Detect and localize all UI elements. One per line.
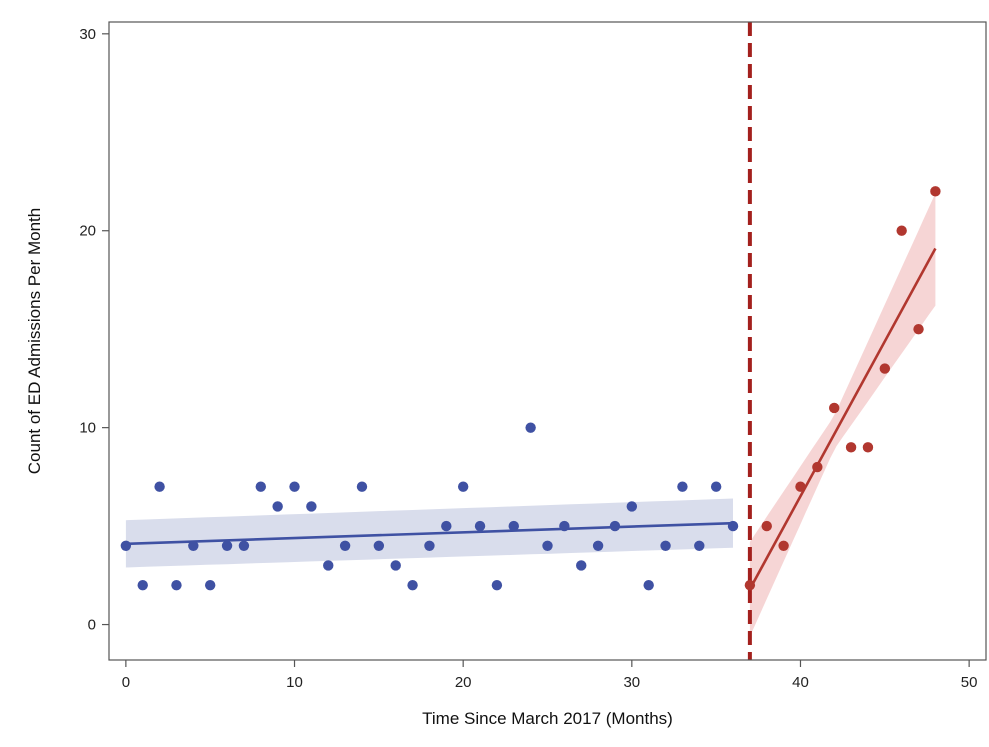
data-point <box>930 186 941 197</box>
data-point <box>474 520 486 532</box>
data-point <box>829 402 840 414</box>
x-axis-title: Time Since March 2017 (Months) <box>422 709 673 728</box>
data-point <box>525 422 536 433</box>
data-point <box>306 501 317 512</box>
data-point <box>221 540 233 551</box>
data-point <box>879 363 891 374</box>
data-point <box>845 442 857 453</box>
data-point <box>356 481 368 492</box>
fit-lines <box>125 247 937 590</box>
data-point <box>424 540 435 551</box>
data-point <box>896 225 907 236</box>
data-point <box>204 579 216 591</box>
data-point <box>677 481 688 492</box>
fit-line-1 <box>748 247 937 590</box>
data-point <box>913 323 924 335</box>
confidence-band-1 <box>749 193 936 637</box>
data-point <box>694 540 705 551</box>
y-tick-label: 10 <box>79 420 96 437</box>
data-point <box>542 540 553 551</box>
data-point <box>609 520 621 532</box>
data-point <box>272 501 283 512</box>
data-point <box>727 520 739 532</box>
data-point <box>576 560 587 571</box>
x-tick-label: 30 <box>623 674 640 691</box>
data-point <box>407 579 418 591</box>
x-tick-label: 50 <box>961 674 978 691</box>
data-point <box>508 520 519 532</box>
data-point <box>238 540 250 551</box>
data-point <box>323 560 334 571</box>
data-point <box>643 579 654 591</box>
x-tick-label: 20 <box>455 674 472 691</box>
data-point <box>744 579 756 591</box>
data-point <box>390 560 401 571</box>
data-point <box>339 540 351 551</box>
y-tick-label: 0 <box>88 617 96 634</box>
data-point <box>626 501 638 512</box>
data-point <box>491 579 503 591</box>
data-point <box>457 481 469 492</box>
data-point <box>137 579 148 591</box>
data-point <box>812 461 823 473</box>
data-point <box>171 579 182 591</box>
data-point <box>795 481 806 492</box>
data-point <box>592 540 604 551</box>
axes: 0 10 20 30 40 50 0 10 20 30 <box>79 21 987 691</box>
data-point <box>862 442 874 453</box>
data-point <box>289 481 300 492</box>
data-point <box>660 540 671 551</box>
data-point <box>778 540 789 551</box>
fit-line-0 <box>125 521 734 546</box>
x-tick-label: 40 <box>792 674 809 691</box>
y-tick-label: 30 <box>79 26 96 43</box>
data-point <box>710 481 722 492</box>
confidence-bands <box>125 193 936 637</box>
data-point <box>761 520 772 532</box>
data-point <box>373 540 385 551</box>
plot-frame <box>108 21 987 661</box>
data-points <box>120 186 941 591</box>
data-point <box>120 540 132 551</box>
data-point <box>154 481 165 492</box>
data-point <box>188 540 199 551</box>
x-tick-label: 0 <box>122 674 130 691</box>
data-point <box>441 520 452 532</box>
x-tick-label: 10 <box>286 674 303 691</box>
data-point <box>559 520 570 532</box>
y-tick-label: 20 <box>79 223 96 240</box>
y-axis-title: Count of ED Admissions Per Month <box>25 208 44 474</box>
data-point <box>255 481 266 492</box>
